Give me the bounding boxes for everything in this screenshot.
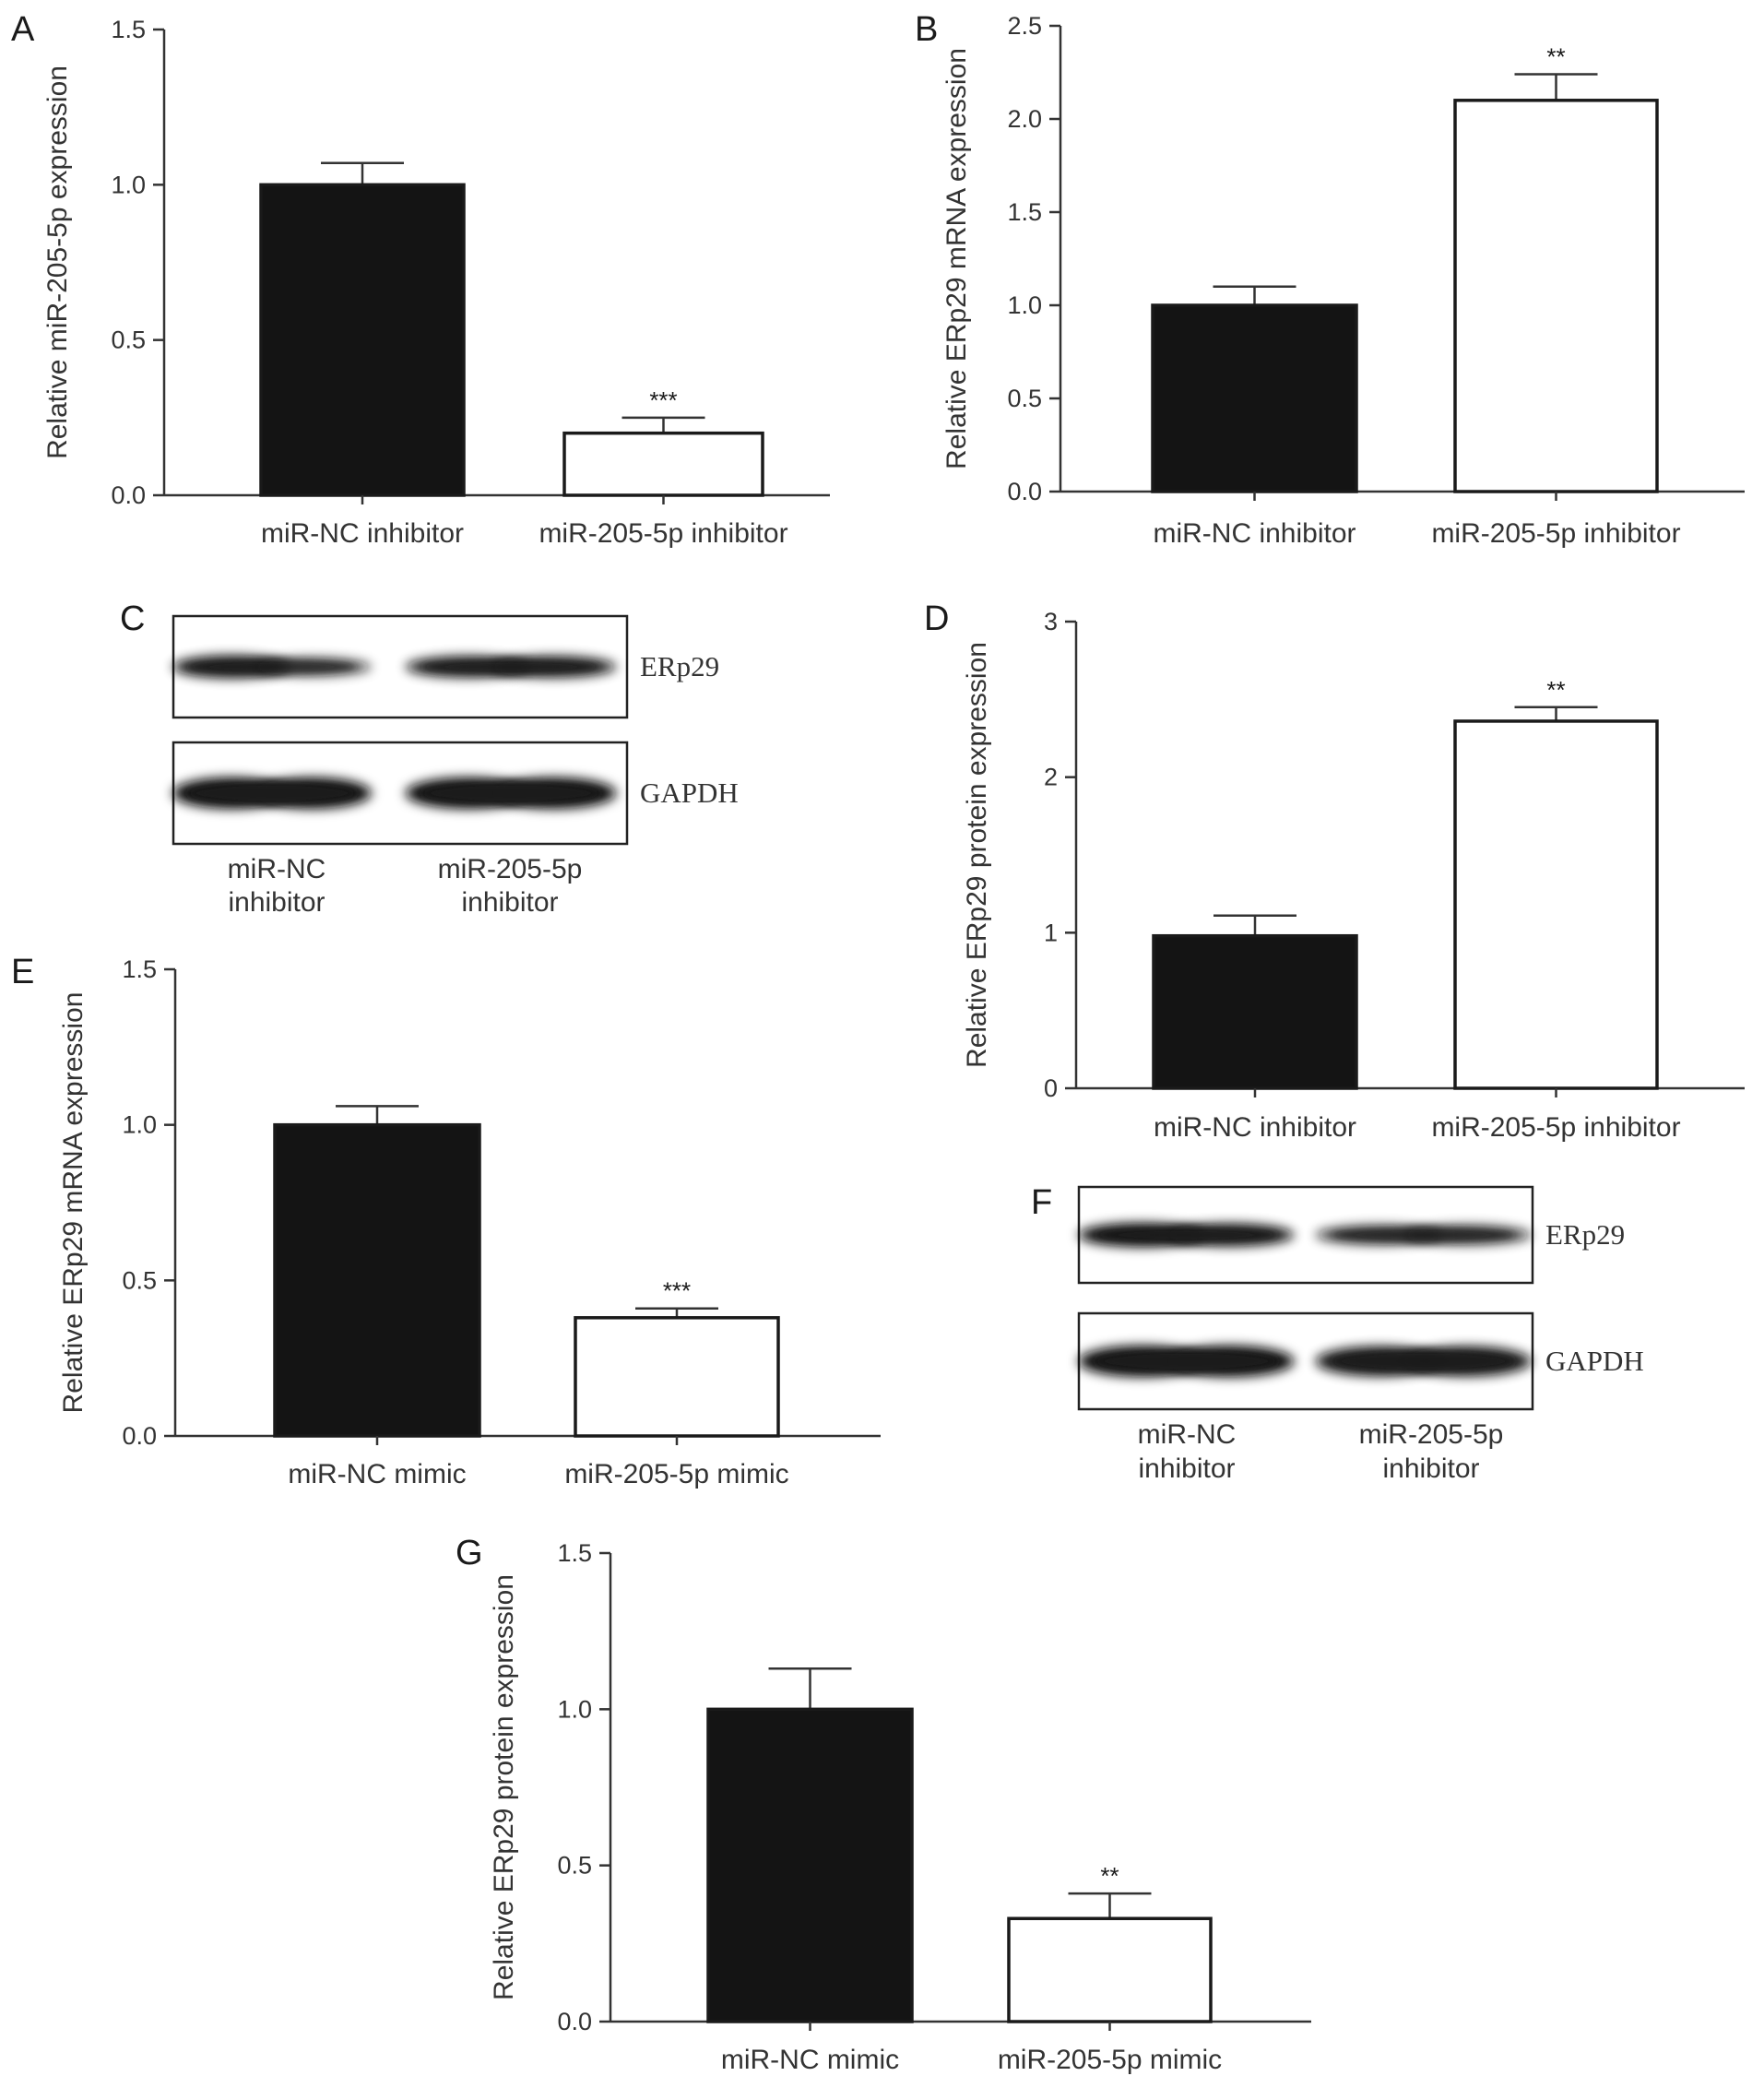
y-tick-label: 1 bbox=[1044, 919, 1058, 946]
y-tick-label: 0.5 bbox=[122, 1266, 157, 1294]
blot-row-label: GAPDH bbox=[1545, 1345, 1644, 1377]
y-tick-label: 0.5 bbox=[1007, 385, 1042, 412]
panel-e-chart: E 0.0 0.5 1.0 1.5 Relative ERp29 mRNA express… bbox=[11, 953, 881, 1489]
lane-label: miR-NC bbox=[1138, 1419, 1237, 1450]
blot-row-label: ERp29 bbox=[640, 650, 719, 682]
panel-b-chart: B 0.0 0.5 1.0 1.5 2.0 2.5 Relative ERp29 mRNA e… bbox=[915, 10, 1745, 549]
x-tick-label: miR-NC inhibitor bbox=[1153, 518, 1356, 549]
significance-label: ** bbox=[1546, 43, 1565, 71]
bar bbox=[562, 431, 764, 497]
lane-label: miR-NC bbox=[228, 854, 326, 884]
band-core bbox=[1094, 1228, 1279, 1242]
bar bbox=[1007, 1916, 1213, 2023]
x-tick-label: miR-205-5p inhibitor bbox=[1431, 518, 1680, 549]
y-tick-label: 1.5 bbox=[111, 16, 146, 43]
panel-letter: E bbox=[11, 953, 34, 991]
band-core bbox=[1331, 1228, 1516, 1242]
band-core bbox=[187, 782, 357, 804]
y-tick-label: 0.5 bbox=[557, 1852, 592, 1880]
lane-label: inhibitor bbox=[1382, 1453, 1479, 1484]
panel-letter: C bbox=[120, 599, 145, 638]
lane-label: miR-205-5p bbox=[1359, 1419, 1504, 1450]
x-tick-label: miR-205-5p mimic bbox=[564, 1459, 788, 1489]
y-tick-label: 1.0 bbox=[557, 1695, 592, 1723]
y-tick-label: 2 bbox=[1044, 764, 1058, 791]
blot-row-label: ERp29 bbox=[1545, 1218, 1625, 1251]
y-tick-label: 2.0 bbox=[1007, 105, 1042, 133]
band-core bbox=[1094, 1350, 1279, 1372]
y-tick-label: 1.5 bbox=[557, 1539, 592, 1567]
y-axis-label: Relative ERp29 protein expression bbox=[962, 642, 992, 1068]
panel-letter: A bbox=[11, 10, 35, 49]
significance-label: ** bbox=[1546, 676, 1565, 704]
y-tick-label: 1.0 bbox=[111, 171, 146, 198]
x-tick-label: miR-205-5p inhibitor bbox=[1431, 1112, 1680, 1143]
x-tick-label: miR-NC mimic bbox=[288, 1459, 466, 1489]
y-tick-label: 1.0 bbox=[122, 1111, 157, 1139]
panel-letter: B bbox=[915, 10, 938, 49]
lane-label: inhibitor bbox=[461, 887, 558, 918]
x-tick-label: miR-NC inhibitor bbox=[261, 518, 464, 549]
band-core bbox=[420, 782, 601, 804]
panel-letter: F bbox=[1031, 1183, 1052, 1222]
y-tick-label: 3 bbox=[1044, 608, 1058, 635]
y-tick-label: 1.5 bbox=[122, 955, 157, 983]
y-tick-label: 0.0 bbox=[122, 1422, 157, 1450]
panel-d-chart: D 0 1 2 3 Relative ERp29 protein expression mi… bbox=[924, 599, 1745, 1143]
y-axis-label: Relative ERp29 mRNA expression bbox=[941, 48, 972, 469]
y-axis-label: Relative miR-205-5p expression bbox=[42, 65, 73, 459]
blot-row-label: GAPDH bbox=[640, 777, 739, 809]
bar bbox=[1453, 99, 1659, 493]
bar bbox=[259, 183, 466, 497]
y-tick-label: 0 bbox=[1044, 1074, 1058, 1102]
y-tick-label: 0.0 bbox=[111, 481, 146, 509]
y-axis-label: Relative ERp29 protein expression bbox=[489, 1574, 519, 2000]
bar bbox=[1152, 933, 1358, 1090]
x-tick-label: miR-NC inhibitor bbox=[1154, 1112, 1356, 1143]
panel-letter: D bbox=[924, 599, 949, 638]
panel-f-blot: FERp29GAPDHmiR-NCinhibitormiR-205-5pinhi… bbox=[1031, 1183, 1644, 1484]
bar bbox=[706, 1707, 914, 2023]
panel-c-blot: CERp29GAPDHmiR-NCinhibitormiR-205-5pinhi… bbox=[120, 599, 739, 918]
y-tick-label: 2.5 bbox=[1007, 12, 1042, 40]
y-tick-label: 0.0 bbox=[557, 2008, 592, 2035]
significance-label: *** bbox=[649, 386, 677, 414]
y-tick-label: 1.0 bbox=[1007, 291, 1042, 319]
band-core bbox=[187, 659, 357, 674]
y-axis-label: Relative ERp29 mRNA expression bbox=[58, 992, 89, 1414]
band-core bbox=[1331, 1350, 1516, 1372]
x-tick-label: miR-NC mimic bbox=[721, 2045, 899, 2075]
lane-label: miR-205-5p bbox=[438, 854, 583, 884]
significance-label: ** bbox=[1100, 1862, 1119, 1890]
band-core bbox=[420, 659, 601, 674]
bar bbox=[273, 1122, 481, 1438]
panel-letter: G bbox=[456, 1534, 483, 1572]
panel-a-chart: A 0.0 0.5 1.0 1.5 Relative miR-205-5p express… bbox=[11, 10, 830, 549]
x-tick-label: miR-205-5p mimic bbox=[998, 2045, 1222, 2075]
lane-label: inhibitor bbox=[228, 887, 325, 918]
x-tick-label: miR-205-5p inhibitor bbox=[539, 518, 787, 549]
bar bbox=[1151, 303, 1358, 493]
y-tick-label: 0.5 bbox=[111, 326, 146, 354]
bar bbox=[1453, 719, 1659, 1090]
significance-label: *** bbox=[663, 1277, 691, 1305]
y-tick-label: 0.0 bbox=[1007, 478, 1042, 505]
y-tick-label: 1.5 bbox=[1007, 198, 1042, 226]
bar bbox=[574, 1316, 780, 1438]
panel-g-chart: G 0.0 0.5 1.0 1.5 Relative ERp29 protein expr… bbox=[456, 1534, 1311, 2075]
lane-label: inhibitor bbox=[1138, 1453, 1235, 1484]
